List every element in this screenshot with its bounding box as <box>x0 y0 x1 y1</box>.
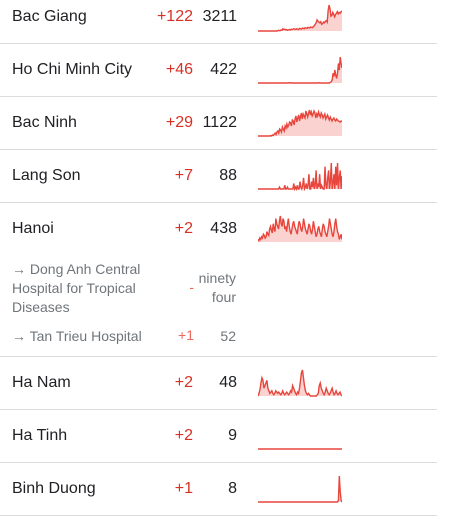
place-name: Ha Tinh <box>12 427 68 444</box>
trend-sparkline <box>258 215 342 243</box>
place-name: Bac Giang <box>12 8 87 25</box>
table-row[interactable]: Hanoi +2 438 → Dong Anh Central Hospital… <box>0 203 437 357</box>
total-cases: 52 <box>220 328 236 344</box>
trend-sparkline <box>258 475 342 503</box>
new-cases: +1 <box>178 327 194 343</box>
place-name: Ho Chi Minh City <box>12 61 133 78</box>
hospital-name: → Tan Trieu Hospital <box>12 328 142 344</box>
new-cases: +122 <box>156 8 193 25</box>
sparkline-area <box>258 476 342 502</box>
trend-sparkline <box>258 369 342 397</box>
table-row[interactable]: Ho Chi Minh City +46 422 <box>0 44 437 97</box>
sparkline-line <box>258 475 342 503</box>
place-name: Lang Son <box>12 167 81 184</box>
sparkline-line <box>258 215 342 243</box>
table-row[interactable]: Bac Ninh +29 1122 <box>0 97 437 150</box>
new-cases: +7 <box>174 167 193 184</box>
place-name: Bac Ninh <box>12 114 77 131</box>
trend-sparkline <box>258 448 342 450</box>
new-cases: +1 <box>174 480 193 497</box>
sparkline-area <box>258 5 342 31</box>
table-row[interactable]: Ha Nam +2 48 <box>0 357 437 410</box>
sparkline-line <box>258 4 342 32</box>
table-row[interactable]: Bac Giang +122 3211 <box>0 0 437 44</box>
new-cases: +2 <box>174 220 193 237</box>
total-cases: 1122 <box>202 114 237 131</box>
total-cases: 438 <box>210 220 237 237</box>
sparkline-line <box>258 56 342 84</box>
total-cases: ninety four <box>198 270 236 305</box>
new-cases: +46 <box>165 61 193 78</box>
total-cases: 48 <box>219 374 237 391</box>
new-cases: - <box>189 279 194 295</box>
total-cases: 9 <box>228 427 237 444</box>
new-cases: +2 <box>174 374 193 391</box>
table-row[interactable]: Lang Son +7 88 <box>0 150 437 203</box>
sparkline-line <box>258 369 342 397</box>
sparkline-area <box>258 110 342 136</box>
trend-sparkline <box>258 4 342 32</box>
total-cases: 3211 <box>202 8 237 25</box>
trend-sparkline <box>258 109 342 137</box>
hospital-name: → Dong Anh Central Hospital for Tropical… <box>12 261 141 315</box>
total-cases: 422 <box>210 61 237 78</box>
place-name: Binh Duong <box>12 480 96 497</box>
sparkline-line <box>258 109 342 137</box>
table-row[interactable]: Binh Duong +1 8 <box>0 463 437 516</box>
trend-sparkline <box>258 162 342 191</box>
sparkline-area <box>258 57 342 83</box>
sparkline-line <box>258 162 342 191</box>
place-name: Ha Nam <box>12 374 71 391</box>
table-row[interactable]: Ha Tinh +2 9 <box>0 410 437 463</box>
new-cases: +2 <box>174 427 193 444</box>
new-cases: +29 <box>165 114 193 131</box>
total-cases: 88 <box>219 167 237 184</box>
trend-sparkline <box>258 56 342 84</box>
place-name: Hanoi <box>12 220 54 237</box>
total-cases: 8 <box>228 480 237 497</box>
